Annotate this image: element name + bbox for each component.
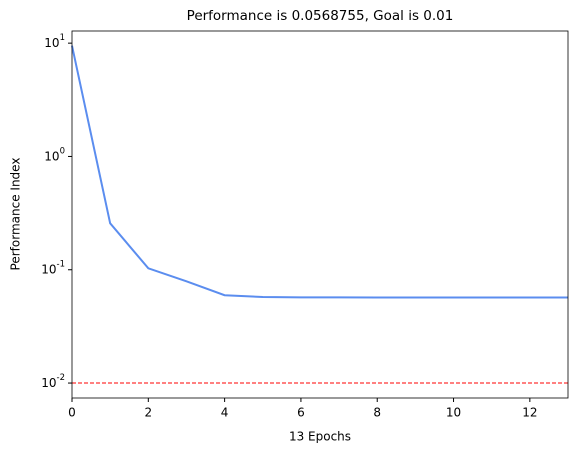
x-tick-label: 2 [144,406,152,420]
x-tick-label: 0 [68,406,76,420]
x-tick-label: 12 [522,406,537,420]
y-axis-label: Performance Index [9,158,23,271]
y-tick-label: 10-1 [41,259,65,276]
y-tick-label: 100 [44,146,65,163]
x-tick-label: 10 [446,406,461,420]
plot-frame [71,30,569,399]
x-tick-label: 4 [221,406,229,420]
y-tick-label: 10-2 [41,373,65,390]
y-tick-label: 101 [44,33,65,50]
chart-title: Performance is 0.0568755, Goal is 0.01 [187,8,454,24]
x-tick-label: 6 [297,406,305,420]
line-series [71,45,569,299]
x-axis-label: 13 Epochs [289,430,351,444]
x-tick-label: 8 [373,406,381,420]
